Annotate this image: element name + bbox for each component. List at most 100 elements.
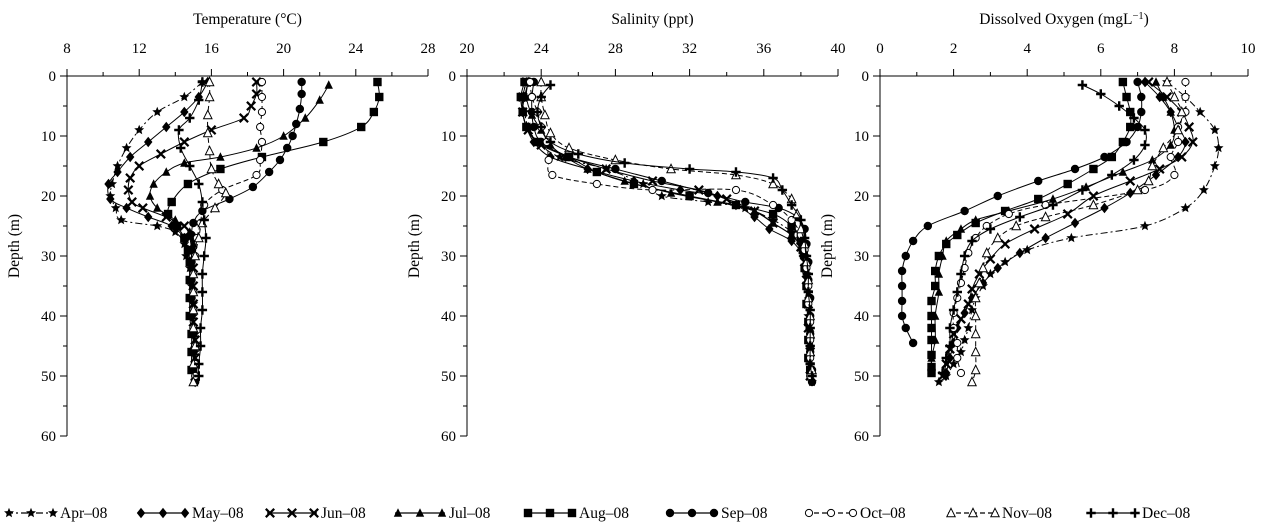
data-point: [188, 376, 199, 387]
data-point: [172, 221, 182, 231]
data-point: [967, 304, 977, 315]
data-point: [1133, 122, 1142, 132]
series-plus: [532, 80, 817, 381]
legend-marker: [523, 508, 533, 518]
data-point: [1140, 140, 1150, 150]
chart-title: Temperature (°C): [193, 11, 302, 28]
data-point: [545, 127, 556, 138]
data-point: [257, 77, 267, 87]
data-point: [768, 200, 778, 210]
data-point: [685, 191, 694, 201]
legend-marker: [287, 508, 297, 518]
data-point: [297, 77, 306, 87]
series-circle: [527, 77, 817, 387]
data-point: [897, 266, 907, 276]
data-point: [731, 167, 741, 177]
legend-entry: Apr–08: [4, 505, 108, 522]
legend-marker: [48, 507, 58, 518]
y-tick-label: 30: [854, 249, 869, 265]
data-point: [953, 353, 962, 363]
data-point: [993, 191, 1002, 201]
data-point: [188, 286, 199, 297]
data-point: [204, 145, 215, 156]
y-tick-label: 0: [862, 69, 870, 85]
data-point: [1180, 202, 1191, 213]
series-line: [971, 81, 1183, 383]
data-point: [283, 143, 292, 153]
data-point: [897, 311, 907, 321]
data-point: [199, 215, 209, 225]
data-point: [1000, 206, 1010, 216]
data-point: [948, 305, 959, 315]
series-circle-open: [189, 77, 267, 381]
data-point: [1070, 164, 1080, 174]
data-point: [1118, 77, 1128, 87]
data-point: [796, 215, 806, 225]
data-point: [199, 251, 209, 261]
data-point: [1063, 179, 1072, 189]
data-point: [564, 152, 574, 162]
data-point: [799, 238, 810, 249]
data-point: [803, 269, 814, 279]
legend-marker: [309, 508, 319, 518]
data-point: [1015, 212, 1025, 222]
data-point: [194, 95, 204, 105]
data-point: [518, 107, 527, 117]
y-axis-label: Depth (m): [819, 214, 836, 278]
data-point: [144, 136, 153, 148]
y-tick-label: 60: [854, 429, 869, 445]
data-point: [180, 158, 189, 167]
y-tick-label: 50: [441, 369, 456, 385]
data-point: [116, 214, 127, 225]
data-point: [666, 163, 677, 174]
data-point: [1166, 140, 1175, 149]
legend-entry: Jun–08: [265, 505, 366, 522]
data-point: [1066, 232, 1077, 243]
data-point: [197, 305, 208, 315]
data-point: [195, 323, 206, 333]
data-point: [292, 119, 301, 129]
data-point: [703, 188, 713, 198]
legend-label: Aug–08: [579, 505, 629, 522]
data-point: [970, 328, 981, 339]
y-tick-label: 60: [441, 429, 456, 445]
data-point: [252, 170, 261, 180]
y-tick-label: 0: [49, 69, 57, 85]
data-point: [216, 152, 225, 161]
x-tick-label: 0: [876, 41, 884, 57]
x-tick-label: 24: [534, 41, 550, 57]
data-point: [256, 155, 265, 165]
data-point: [275, 155, 285, 165]
x-tick-label: 6: [1097, 41, 1105, 57]
data-point: [1107, 170, 1117, 180]
legend-marker: [26, 507, 36, 518]
x-tick-label: 32: [682, 41, 697, 57]
legend-entry: Aug–08: [523, 505, 629, 522]
data-point: [197, 77, 208, 87]
data-point: [967, 284, 977, 294]
legend-label: Oct–08: [860, 505, 906, 522]
data-point: [927, 323, 936, 333]
data-point: [189, 218, 198, 228]
y-tick-label: 40: [41, 309, 56, 325]
data-point: [942, 239, 951, 249]
data-point: [195, 341, 206, 351]
data-point: [927, 296, 936, 306]
x-tick-label: 28: [608, 41, 623, 57]
data-point: [544, 155, 553, 165]
y-tick-label: 10: [441, 129, 456, 145]
chart-panel-3: Dissolved Oxygen (mgL−1) 0 2 4 6 8 10 0 10 20 30 40…: [819, 11, 1256, 446]
data-point: [123, 185, 134, 195]
data-point: [985, 268, 996, 279]
legend-marker: [848, 508, 858, 518]
data-point: [144, 211, 153, 223]
data-point: [204, 91, 215, 102]
data-point: [1041, 232, 1050, 244]
data-point: [155, 149, 166, 159]
data-point: [104, 178, 113, 190]
legend-label: Dec–08: [1142, 505, 1190, 522]
data-point: [170, 226, 181, 237]
legend-entry: Dec–08: [1086, 505, 1190, 522]
legend-marker: [4, 507, 14, 518]
data-point: [750, 211, 759, 223]
